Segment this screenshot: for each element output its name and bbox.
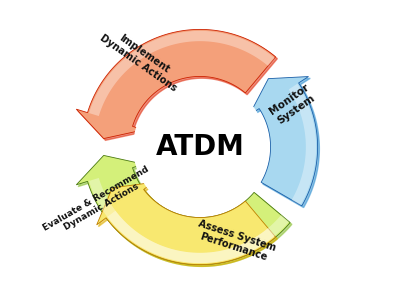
Polygon shape bbox=[89, 31, 275, 116]
Polygon shape bbox=[107, 211, 275, 263]
Polygon shape bbox=[78, 157, 292, 266]
Text: Assess System
Performance: Assess System Performance bbox=[194, 218, 277, 264]
Polygon shape bbox=[249, 76, 318, 206]
Text: Monitor
System: Monitor System bbox=[268, 82, 318, 126]
Circle shape bbox=[134, 81, 266, 213]
Polygon shape bbox=[78, 31, 277, 140]
Polygon shape bbox=[89, 178, 289, 263]
Polygon shape bbox=[76, 156, 290, 265]
Polygon shape bbox=[98, 184, 277, 266]
Polygon shape bbox=[97, 182, 276, 265]
Polygon shape bbox=[251, 78, 319, 208]
Polygon shape bbox=[76, 29, 276, 138]
Polygon shape bbox=[289, 84, 316, 205]
Text: Evaluate & Recommend
Dynamic Actions: Evaluate & Recommend Dynamic Actions bbox=[42, 164, 156, 241]
Text: ATDM: ATDM bbox=[156, 133, 244, 161]
Text: Implement
Dynamic Actions: Implement Dynamic Actions bbox=[98, 24, 185, 94]
